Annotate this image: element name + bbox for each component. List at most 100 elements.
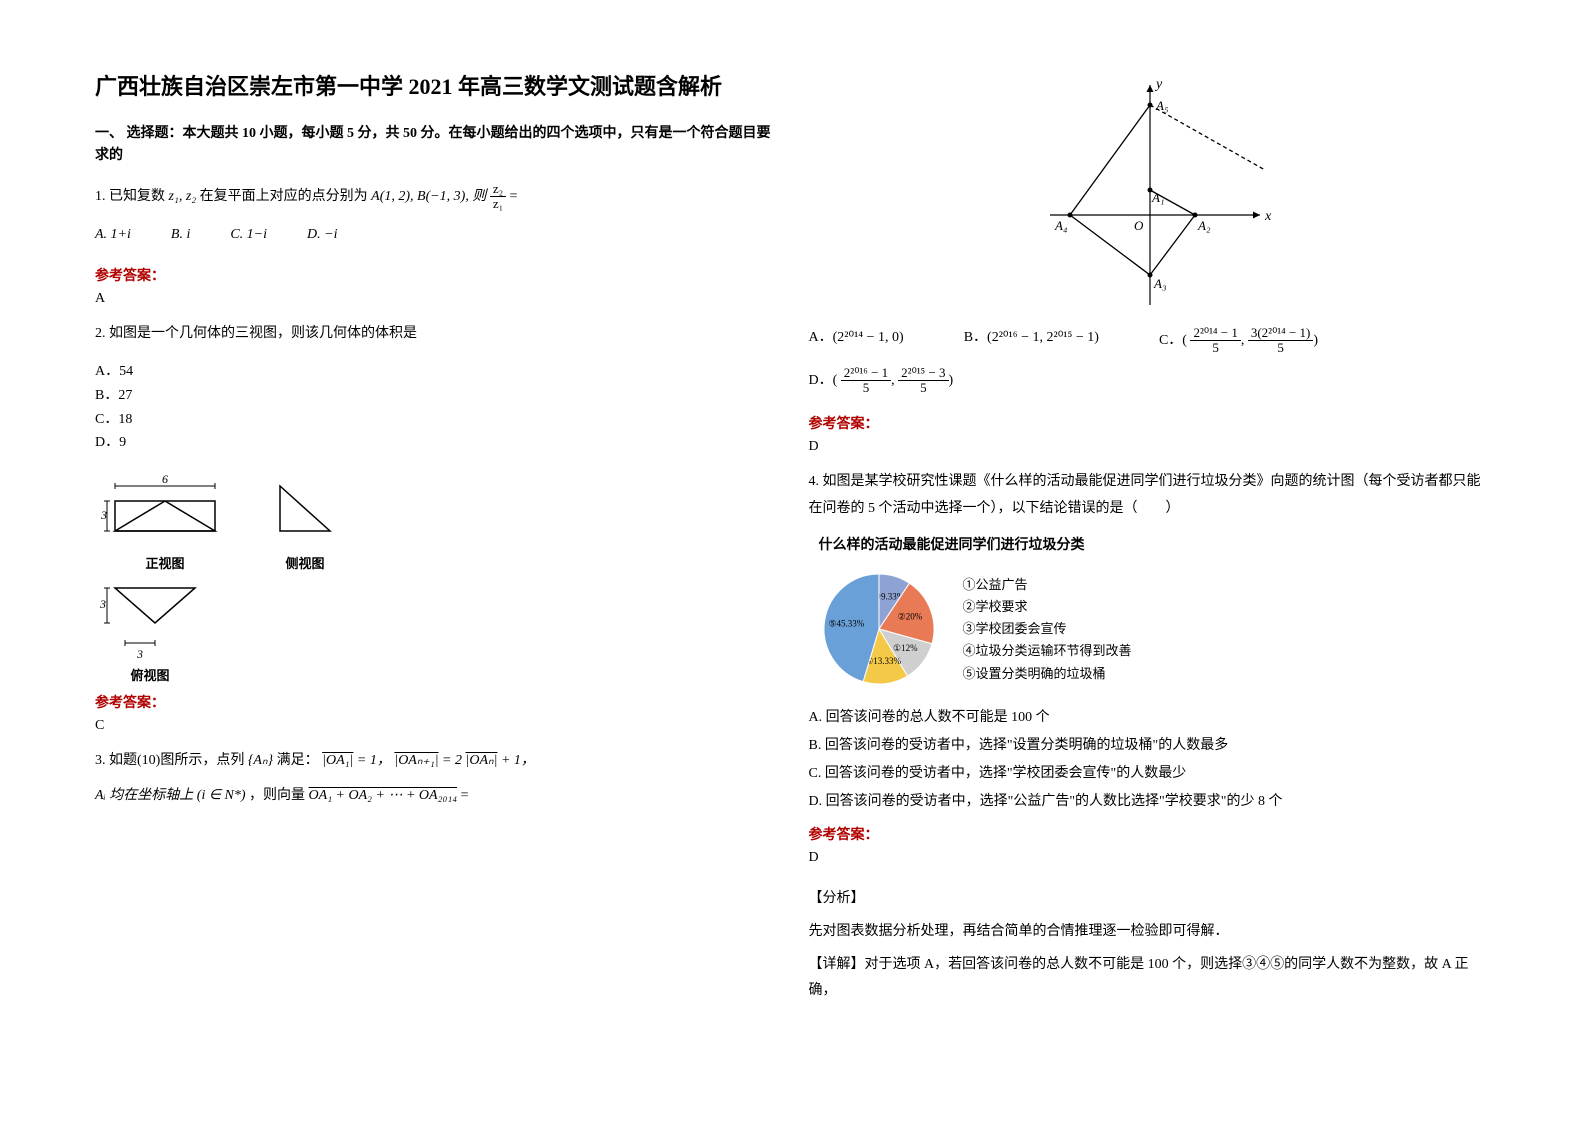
- q3-opt-d-pre: D．: [809, 373, 833, 388]
- q1-prefix: 1. 已知复数: [95, 189, 165, 204]
- q1-opt-b: B. i: [171, 227, 190, 243]
- pie-slice-label: ②20%: [897, 612, 922, 622]
- q4-chart-row: ①9.33%②20%①12%④13.33%⑤45.33% ①公益广告 ②学校要求…: [809, 564, 1493, 694]
- q4-answer-label: 参考答案：: [809, 824, 1493, 844]
- q3d-d1: 5: [841, 381, 891, 395]
- legend-4: ④垃圾分类运输环节得到改善: [963, 640, 1132, 662]
- q3-opt-c-pre: C．: [1159, 333, 1182, 348]
- q3-b: 满足：: [277, 753, 319, 768]
- q4-opt-a: A. 回答该问卷的总人数不可能是 100 个: [809, 704, 1493, 732]
- q1-fraction: z₂ z₁: [490, 182, 506, 212]
- dim-6: 6: [162, 472, 168, 486]
- q3-options: A．(2²⁰¹⁴ − 1, 0) B．(2²⁰¹⁶ − 1, 2²⁰¹⁵ − 1…: [809, 326, 1493, 395]
- q2-answer: C: [95, 718, 779, 734]
- q3d-n2: 2²⁰¹⁵ − 3: [898, 366, 948, 381]
- q1-answer-label: 参考答案：: [95, 265, 779, 285]
- q1-frac-den: z₁: [490, 197, 506, 211]
- q3-inset: (i ∈ N*): [197, 788, 246, 803]
- q2-opt-d: D．9: [95, 431, 779, 455]
- q3-opt-d: D．( 2²⁰¹⁶ − 15, 2²⁰¹⁵ − 35): [809, 366, 954, 396]
- dim-3a: 3: [100, 508, 107, 522]
- q1-opt-c: C. 1−i: [230, 227, 267, 243]
- q3-m1: |OA₁|: [322, 753, 353, 768]
- q3-sum: OA₁ + OA₂ + ⋯ + OA₂₀₁₄: [309, 788, 458, 803]
- section-heading: 一、 选择题：本大题共 10 小题，每小题 5 分，共 50 分。在每小题给出的…: [95, 123, 779, 168]
- q3-opt-c: C．( 2²⁰¹⁴ − 15, 3(2²⁰¹⁴ − 1)5): [1159, 326, 1318, 356]
- q3-an: {Aₙ}: [248, 753, 273, 768]
- q2-opt-c: C．18: [95, 408, 779, 432]
- pie-legend: ①公益广告 ②学校要求 ③学校团委会宣传 ④垃圾分类运输环节得到改善 ⑤设置分类…: [963, 574, 1132, 684]
- right-column: x y A₁ A₂ A₃ A₄ A₅ O A．(2²⁰¹⁴ − 1, 0) B．…: [809, 70, 1493, 1052]
- top-view-svg: 3 3: [95, 578, 205, 663]
- top-view-block: 3 3 俯视图: [95, 578, 205, 684]
- front-view-block: 6 3 正视图: [95, 471, 235, 572]
- q3-m2b: = 2: [442, 753, 462, 768]
- q4-chart-title: 什么样的活动最能促进同学们进行垃圾分类: [819, 534, 1493, 554]
- q3-stem-line1: 3. 如题(10)图所示，点列 {Aₙ} 满足： |OA₁| = 1， |OAₙ…: [95, 748, 779, 775]
- q4-answer: D: [809, 850, 1493, 866]
- q2-stem: 2. 如图是一个几何体的三视图，则该几何体的体积是: [95, 321, 779, 348]
- q3-stem-line2: Aᵢ 均在坐标轴上 (i ∈ N*) ，则向量 OA₁ + OA₂ + ⋯ + …: [95, 783, 779, 810]
- q3-c: Aᵢ 均在坐标轴上: [95, 788, 193, 803]
- three-views-top-row: 6 3 正视图 侧视图: [95, 471, 779, 572]
- q3-answer: D: [809, 439, 1493, 455]
- left-column: 广西壮族自治区崇左市第一中学 2021 年高三数学文测试题含解析 一、 选择题：…: [95, 70, 779, 1052]
- q3c-n2: 3(2²⁰¹⁴ − 1): [1248, 326, 1314, 341]
- pt-o: O: [1134, 218, 1144, 233]
- pie-slice-label: ①12%: [893, 643, 918, 653]
- q3-answer-label: 参考答案：: [809, 413, 1493, 433]
- q1-stem: 1. 已知复数 z₁, z₂ 在复平面上对应的点分别为 A(1, 2), B(−…: [95, 182, 779, 212]
- q4-stem: 4. 如图是某学校研究性课题《什么样的活动最能促进同学们进行垃圾分类》向题的统计…: [809, 469, 1493, 522]
- q4-opt-b: B. 回答该问卷的受访者中，选择"设置分类明确的垃圾桶"的人数最多: [809, 732, 1493, 760]
- q3-opt-a: A．(2²⁰¹⁴ − 1, 0): [809, 326, 904, 356]
- front-view-caption: 正视图: [95, 553, 235, 572]
- q3-m2a: |OAₙ₊₁|: [394, 753, 438, 768]
- q4-analysis-1: 先对图表数据分析处理，再结合简单的合情推理逐一检验即可得解．: [809, 919, 1493, 946]
- q3-m2d: + 1，: [501, 753, 535, 768]
- q2-answer-label: 参考答案：: [95, 692, 779, 712]
- q1-opt-d: D. −i: [307, 227, 337, 243]
- q2-options: A．54 B．27 C．18 D．9: [95, 360, 779, 455]
- pie-slice-label: ⑤45.33%: [828, 619, 864, 629]
- q4-analysis-2: 【详解】对于选项 A，若回答该问卷的总人数不可能是 100 个，则选择③④⑤的同…: [809, 952, 1493, 1005]
- q4-opt-d: D. 回答该问卷的受访者中，选择"公益广告"的人数比选择"学校要求"的少 8 个: [809, 788, 1493, 816]
- side-view-caption: 侧视图: [265, 553, 345, 572]
- top-view-caption: 俯视图: [95, 665, 205, 684]
- pt-a5: A₅: [1155, 98, 1168, 113]
- q1-mid: 在复平面上对应的点分别为: [200, 189, 368, 204]
- q3-figure: x y A₁ A₂ A₃ A₄ A₅ O: [1000, 70, 1300, 320]
- q3d-d2: 5: [898, 381, 948, 395]
- q1-opt-a: A. 1+i: [95, 227, 131, 243]
- q1-z1z2: z₁, z₂: [169, 189, 197, 204]
- pt-a4: A₄: [1054, 218, 1068, 233]
- side-view-block: 侧视图: [265, 471, 345, 572]
- q3c-d1: 5: [1190, 341, 1240, 355]
- page-title: 广西壮族自治区崇左市第一中学 2021 年高三数学文测试题含解析: [95, 70, 779, 103]
- q1-options: A. 1+i B. i C. 1−i D. −i: [95, 227, 779, 243]
- q4-analysis-h: 【分析】: [809, 886, 1493, 913]
- side-view-svg: [265, 471, 345, 551]
- q3-d: ，则向量: [249, 788, 305, 803]
- q3-opt-b: B．(2²⁰¹⁶ − 1, 2²⁰¹⁵ − 1): [964, 326, 1099, 356]
- q3d-n1: 2²⁰¹⁶ − 1: [841, 366, 891, 381]
- q3-eq: =: [461, 788, 469, 803]
- q1-points: A(1, 2), B(−1, 3), 则: [371, 189, 486, 204]
- legend-5: ⑤设置分类明确的垃圾桶: [963, 663, 1132, 685]
- pt-a2: A₂: [1197, 218, 1211, 233]
- dim-3b: 3: [99, 597, 106, 611]
- axis-y-label: y: [1154, 77, 1163, 92]
- q1-tail: =: [510, 189, 518, 204]
- dim-3c: 3: [136, 647, 143, 661]
- q3-m2c: |OAₙ|: [466, 753, 498, 768]
- q4-opt-c: C. 回答该问卷的受访者中，选择"学校团委会宣传"的人数最少: [809, 760, 1493, 788]
- q2-opt-a: A．54: [95, 360, 779, 384]
- q3c-n1: 2²⁰¹⁴ − 1: [1190, 326, 1240, 341]
- q3-m1b: = 1，: [357, 753, 391, 768]
- legend-3: ③学校团委会宣传: [963, 618, 1132, 640]
- pt-a3: A₃: [1153, 276, 1166, 291]
- axis-x-label: x: [1264, 209, 1272, 224]
- legend-1: ①公益广告: [963, 574, 1132, 596]
- q1-frac-num: z₂: [490, 182, 506, 197]
- legend-2: ②学校要求: [963, 596, 1132, 618]
- q1-answer: A: [95, 291, 779, 307]
